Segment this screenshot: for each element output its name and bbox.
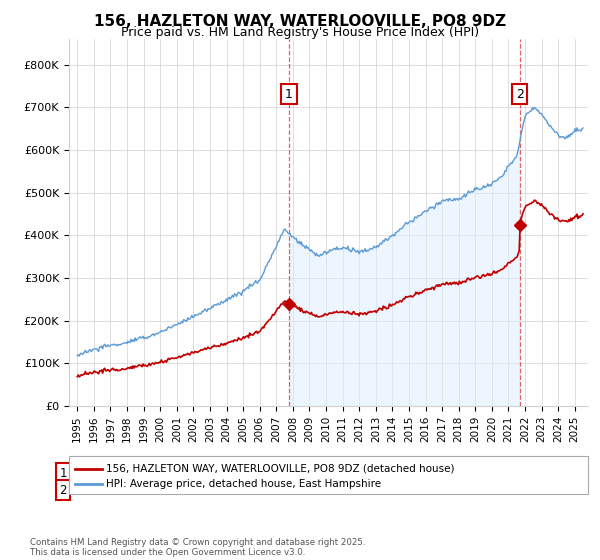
Text: 2: 2 bbox=[516, 88, 524, 101]
Text: 1: 1 bbox=[285, 88, 293, 101]
Text: 41% ↓ HPI: 41% ↓ HPI bbox=[342, 466, 404, 480]
Text: 156, HAZLETON WAY, WATERLOOVILLE, PO8 9DZ (detached house): 156, HAZLETON WAY, WATERLOOVILLE, PO8 9D… bbox=[106, 464, 455, 474]
Text: £425,000: £425,000 bbox=[228, 483, 284, 497]
Text: 1: 1 bbox=[59, 466, 67, 480]
Text: 07-SEP-2021: 07-SEP-2021 bbox=[87, 483, 162, 497]
Text: 30% ↓ HPI: 30% ↓ HPI bbox=[342, 483, 404, 497]
Text: 05-OCT-2007: 05-OCT-2007 bbox=[87, 466, 164, 480]
Text: Contains HM Land Registry data © Crown copyright and database right 2025.
This d: Contains HM Land Registry data © Crown c… bbox=[30, 538, 365, 557]
Text: HPI: Average price, detached house, East Hampshire: HPI: Average price, detached house, East… bbox=[106, 479, 382, 489]
Text: £240,000: £240,000 bbox=[228, 466, 284, 480]
Text: 2: 2 bbox=[59, 483, 67, 497]
Text: 156, HAZLETON WAY, WATERLOOVILLE, PO8 9DZ: 156, HAZLETON WAY, WATERLOOVILLE, PO8 9D… bbox=[94, 14, 506, 29]
Text: Price paid vs. HM Land Registry's House Price Index (HPI): Price paid vs. HM Land Registry's House … bbox=[121, 26, 479, 39]
